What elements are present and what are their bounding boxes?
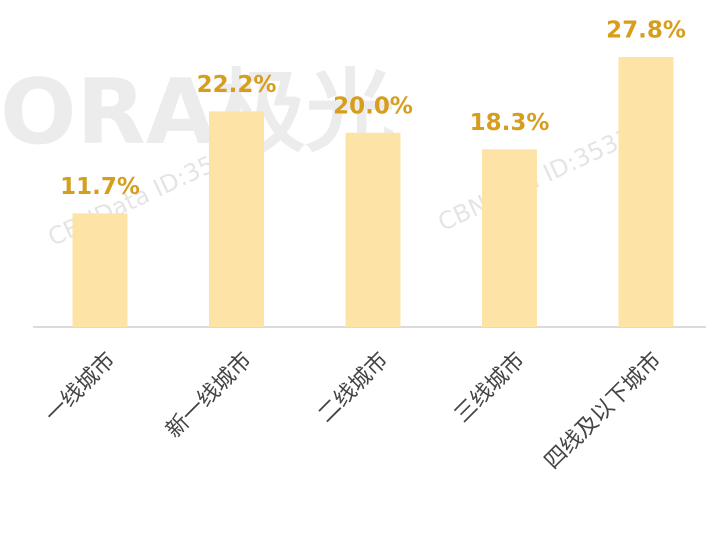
x-tick-label: 新一线城市 (162, 348, 257, 443)
x-tick-label: 三线城市 (450, 348, 530, 428)
x-tick-label: 一线城市 (41, 348, 121, 428)
value-label: 22.2% (197, 72, 277, 98)
bar (345, 132, 401, 327)
value-label: 11.7% (60, 174, 140, 200)
watermark-group: ORA极光 (0, 60, 395, 165)
bar (72, 213, 128, 327)
x-tick-label: 四线及以下城市 (540, 348, 667, 475)
bar (209, 111, 264, 327)
bar (618, 57, 674, 327)
value-label: 27.8% (606, 18, 686, 44)
value-label: 20.0% (333, 93, 413, 119)
value-label: 18.3% (470, 110, 550, 136)
bar (482, 149, 537, 327)
watermark-logo: ORA极光 (0, 60, 395, 165)
x-tick-label: 二线城市 (314, 348, 394, 428)
